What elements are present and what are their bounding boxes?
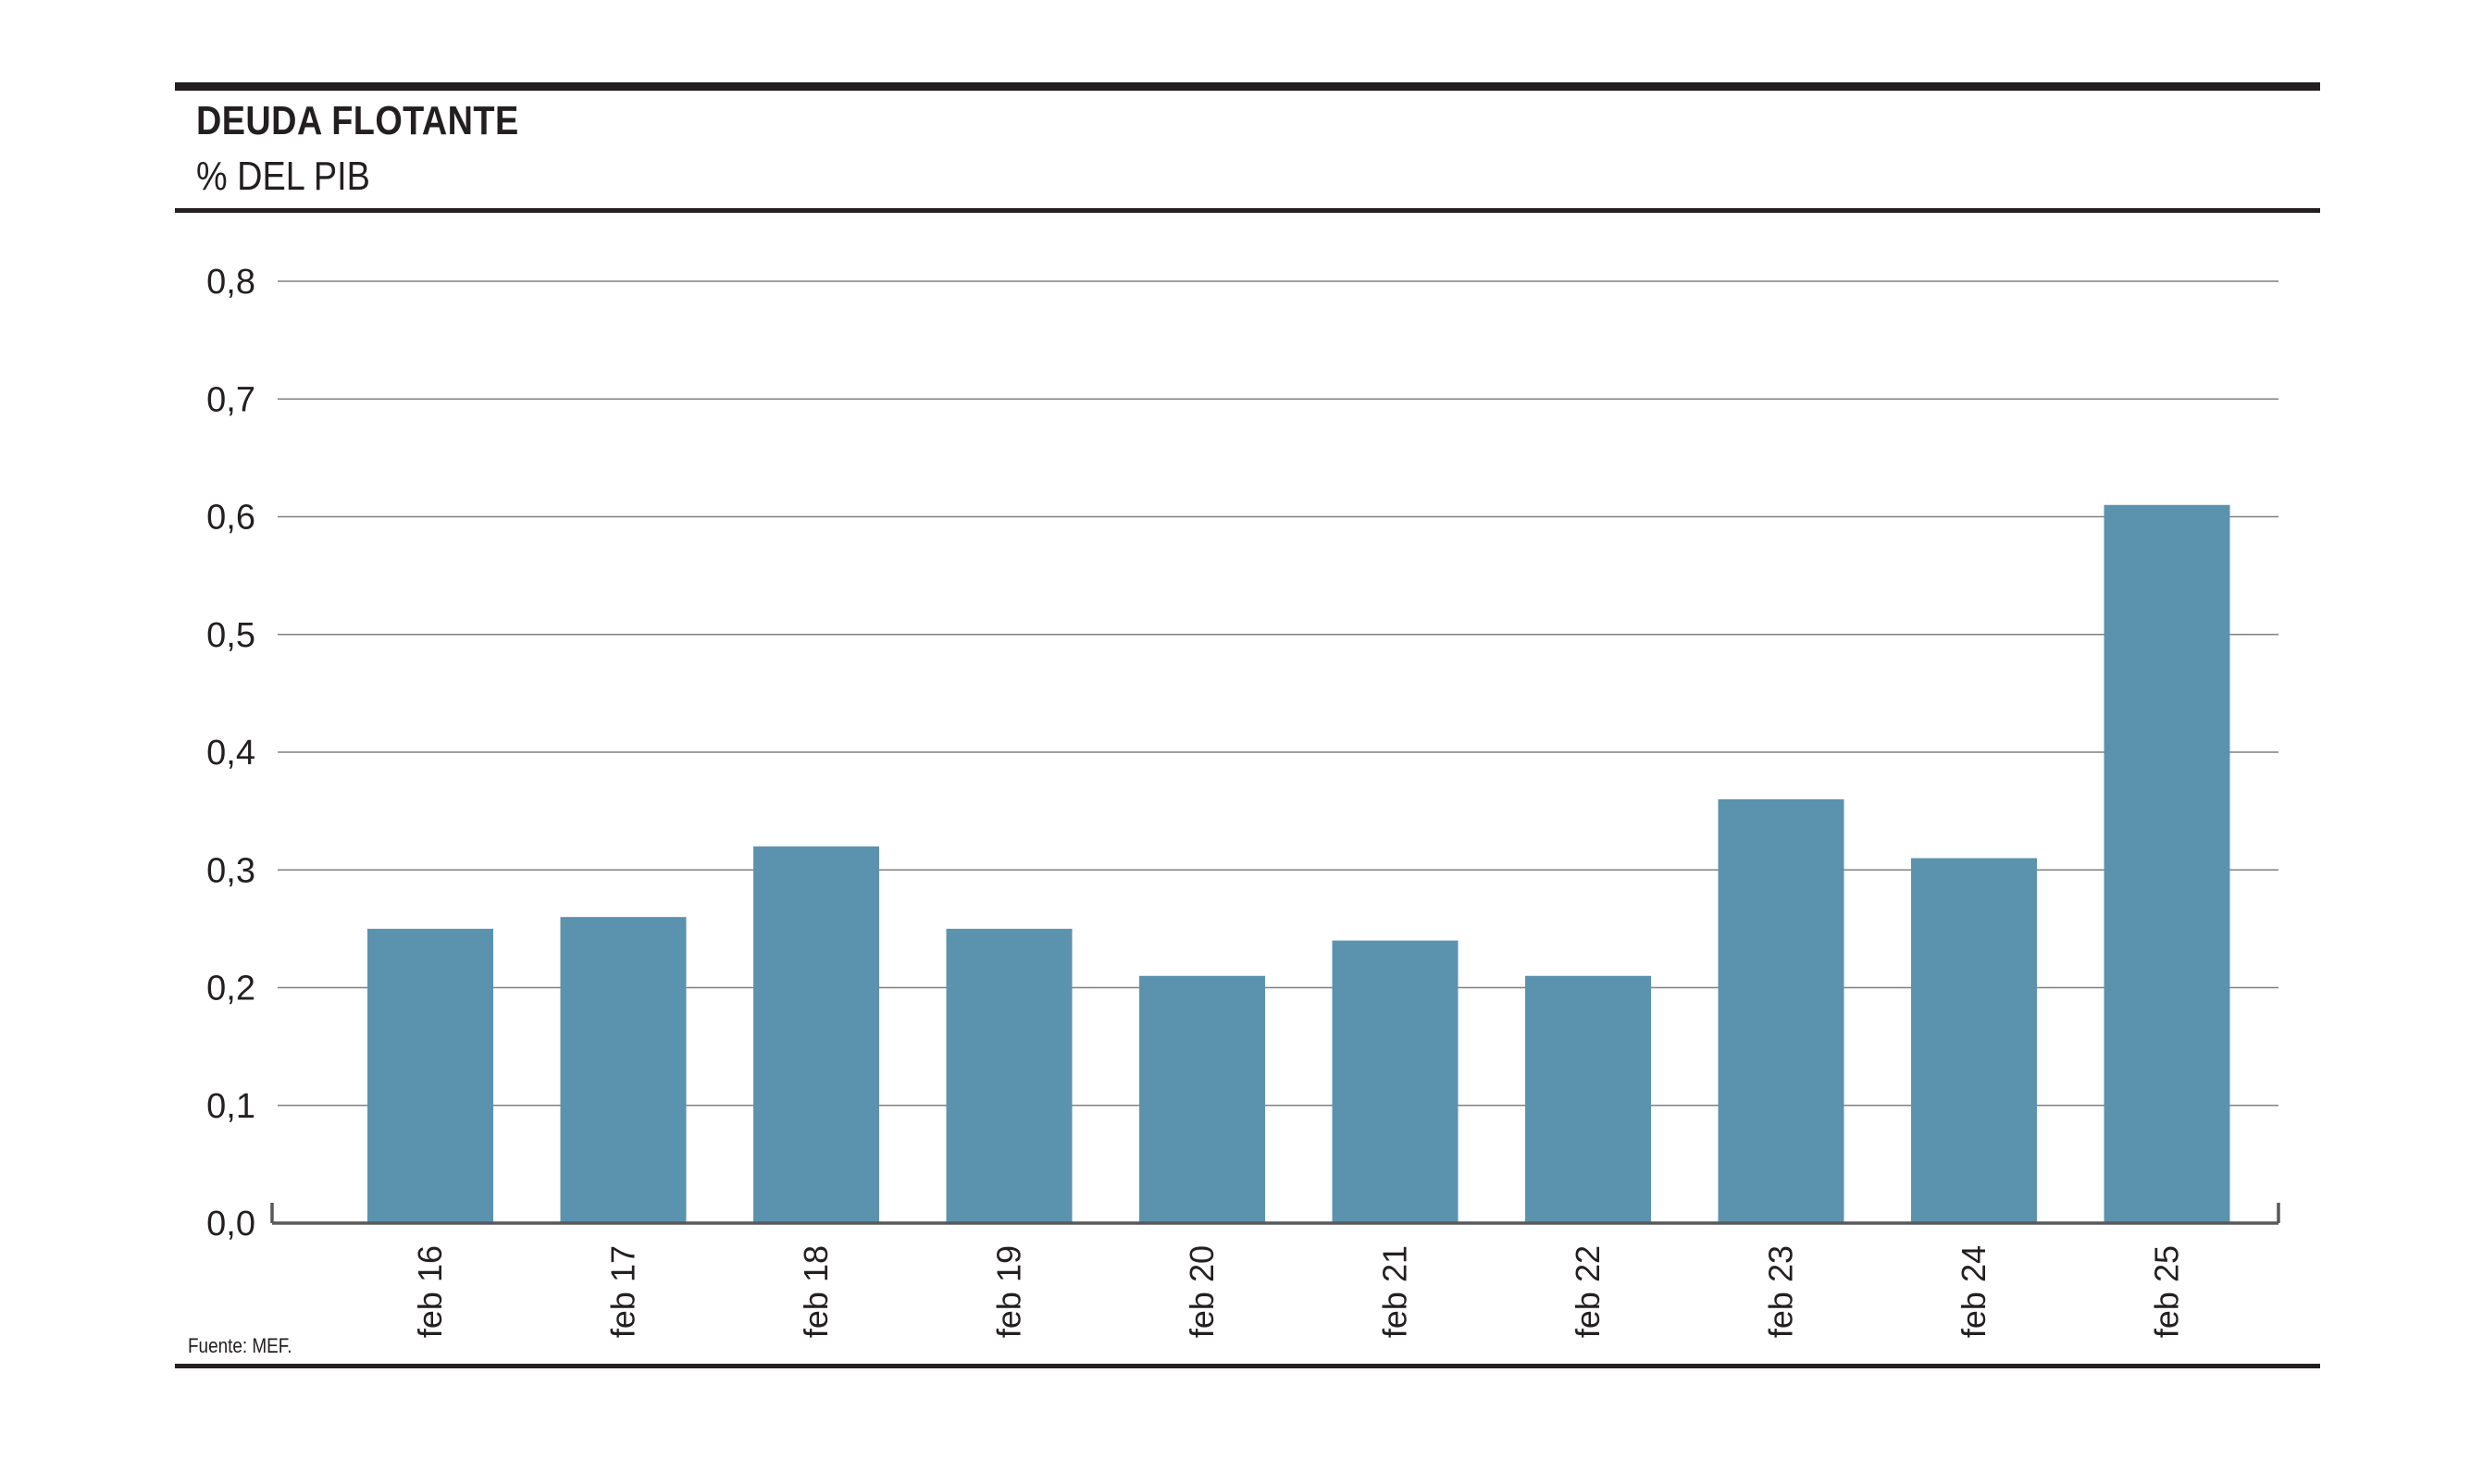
y-tick-label: 0,8 — [206, 263, 255, 302]
chart-title: DEUDA FLOTANTE — [196, 98, 519, 143]
bars — [367, 504, 2230, 1223]
x-tick-label: feb 22 — [1569, 1245, 1607, 1338]
bar-feb-20 — [1139, 975, 1265, 1223]
header-rule — [175, 208, 2320, 213]
y-tick-label: 0,2 — [206, 970, 255, 1008]
x-tick-label: feb 20 — [1183, 1245, 1221, 1338]
source-note: Fuente: MEF. — [188, 1334, 292, 1357]
x-tick-label: feb 23 — [1762, 1245, 1800, 1338]
x-tick-label: feb 18 — [797, 1245, 835, 1338]
y-tick-label: 0,3 — [206, 851, 255, 890]
bar-feb-19 — [946, 928, 1073, 1223]
y-tick-label: 0,6 — [206, 499, 255, 538]
x-tick-label: feb 24 — [1955, 1245, 1993, 1338]
x-tick-label: feb 19 — [990, 1245, 1028, 1338]
y-tick-label: 0,1 — [206, 1087, 255, 1126]
top-rule — [175, 82, 2320, 91]
x-tick-label: feb 16 — [411, 1245, 449, 1338]
bar-feb-21 — [1332, 940, 1459, 1223]
bar-feb-24 — [1911, 858, 2037, 1223]
bottom-rule — [175, 1364, 2320, 1368]
bar-feb-22 — [1525, 975, 1651, 1223]
chart-subtitle: % DEL PIB — [196, 154, 370, 199]
x-axis-ticks: feb 16 feb 17 feb 18 feb 19 feb 20 feb 21 feb … — [411, 1245, 2186, 1338]
y-tick-label: 0,5 — [206, 616, 255, 655]
y-tick-label: 0,0 — [206, 1205, 255, 1243]
x-axis — [270, 1203, 2280, 1225]
bar-feb-25 — [2104, 504, 2230, 1223]
x-tick-label: feb 25 — [2148, 1245, 2186, 1338]
y-axis-ticks: 0,0 0,1 0,2 0,3 0,4 0,5 0,6 0,7 0,8 — [206, 263, 255, 1243]
bar-feb-18 — [753, 846, 879, 1223]
x-tick-label: feb 17 — [604, 1245, 642, 1338]
bar-feb-23 — [1718, 798, 1844, 1223]
y-tick-label: 0,7 — [206, 380, 255, 419]
y-tick-label: 0,4 — [206, 734, 255, 773]
x-tick-label: feb 21 — [1376, 1245, 1414, 1338]
bar-feb-17 — [560, 917, 687, 1223]
bar-feb-16 — [367, 928, 493, 1223]
